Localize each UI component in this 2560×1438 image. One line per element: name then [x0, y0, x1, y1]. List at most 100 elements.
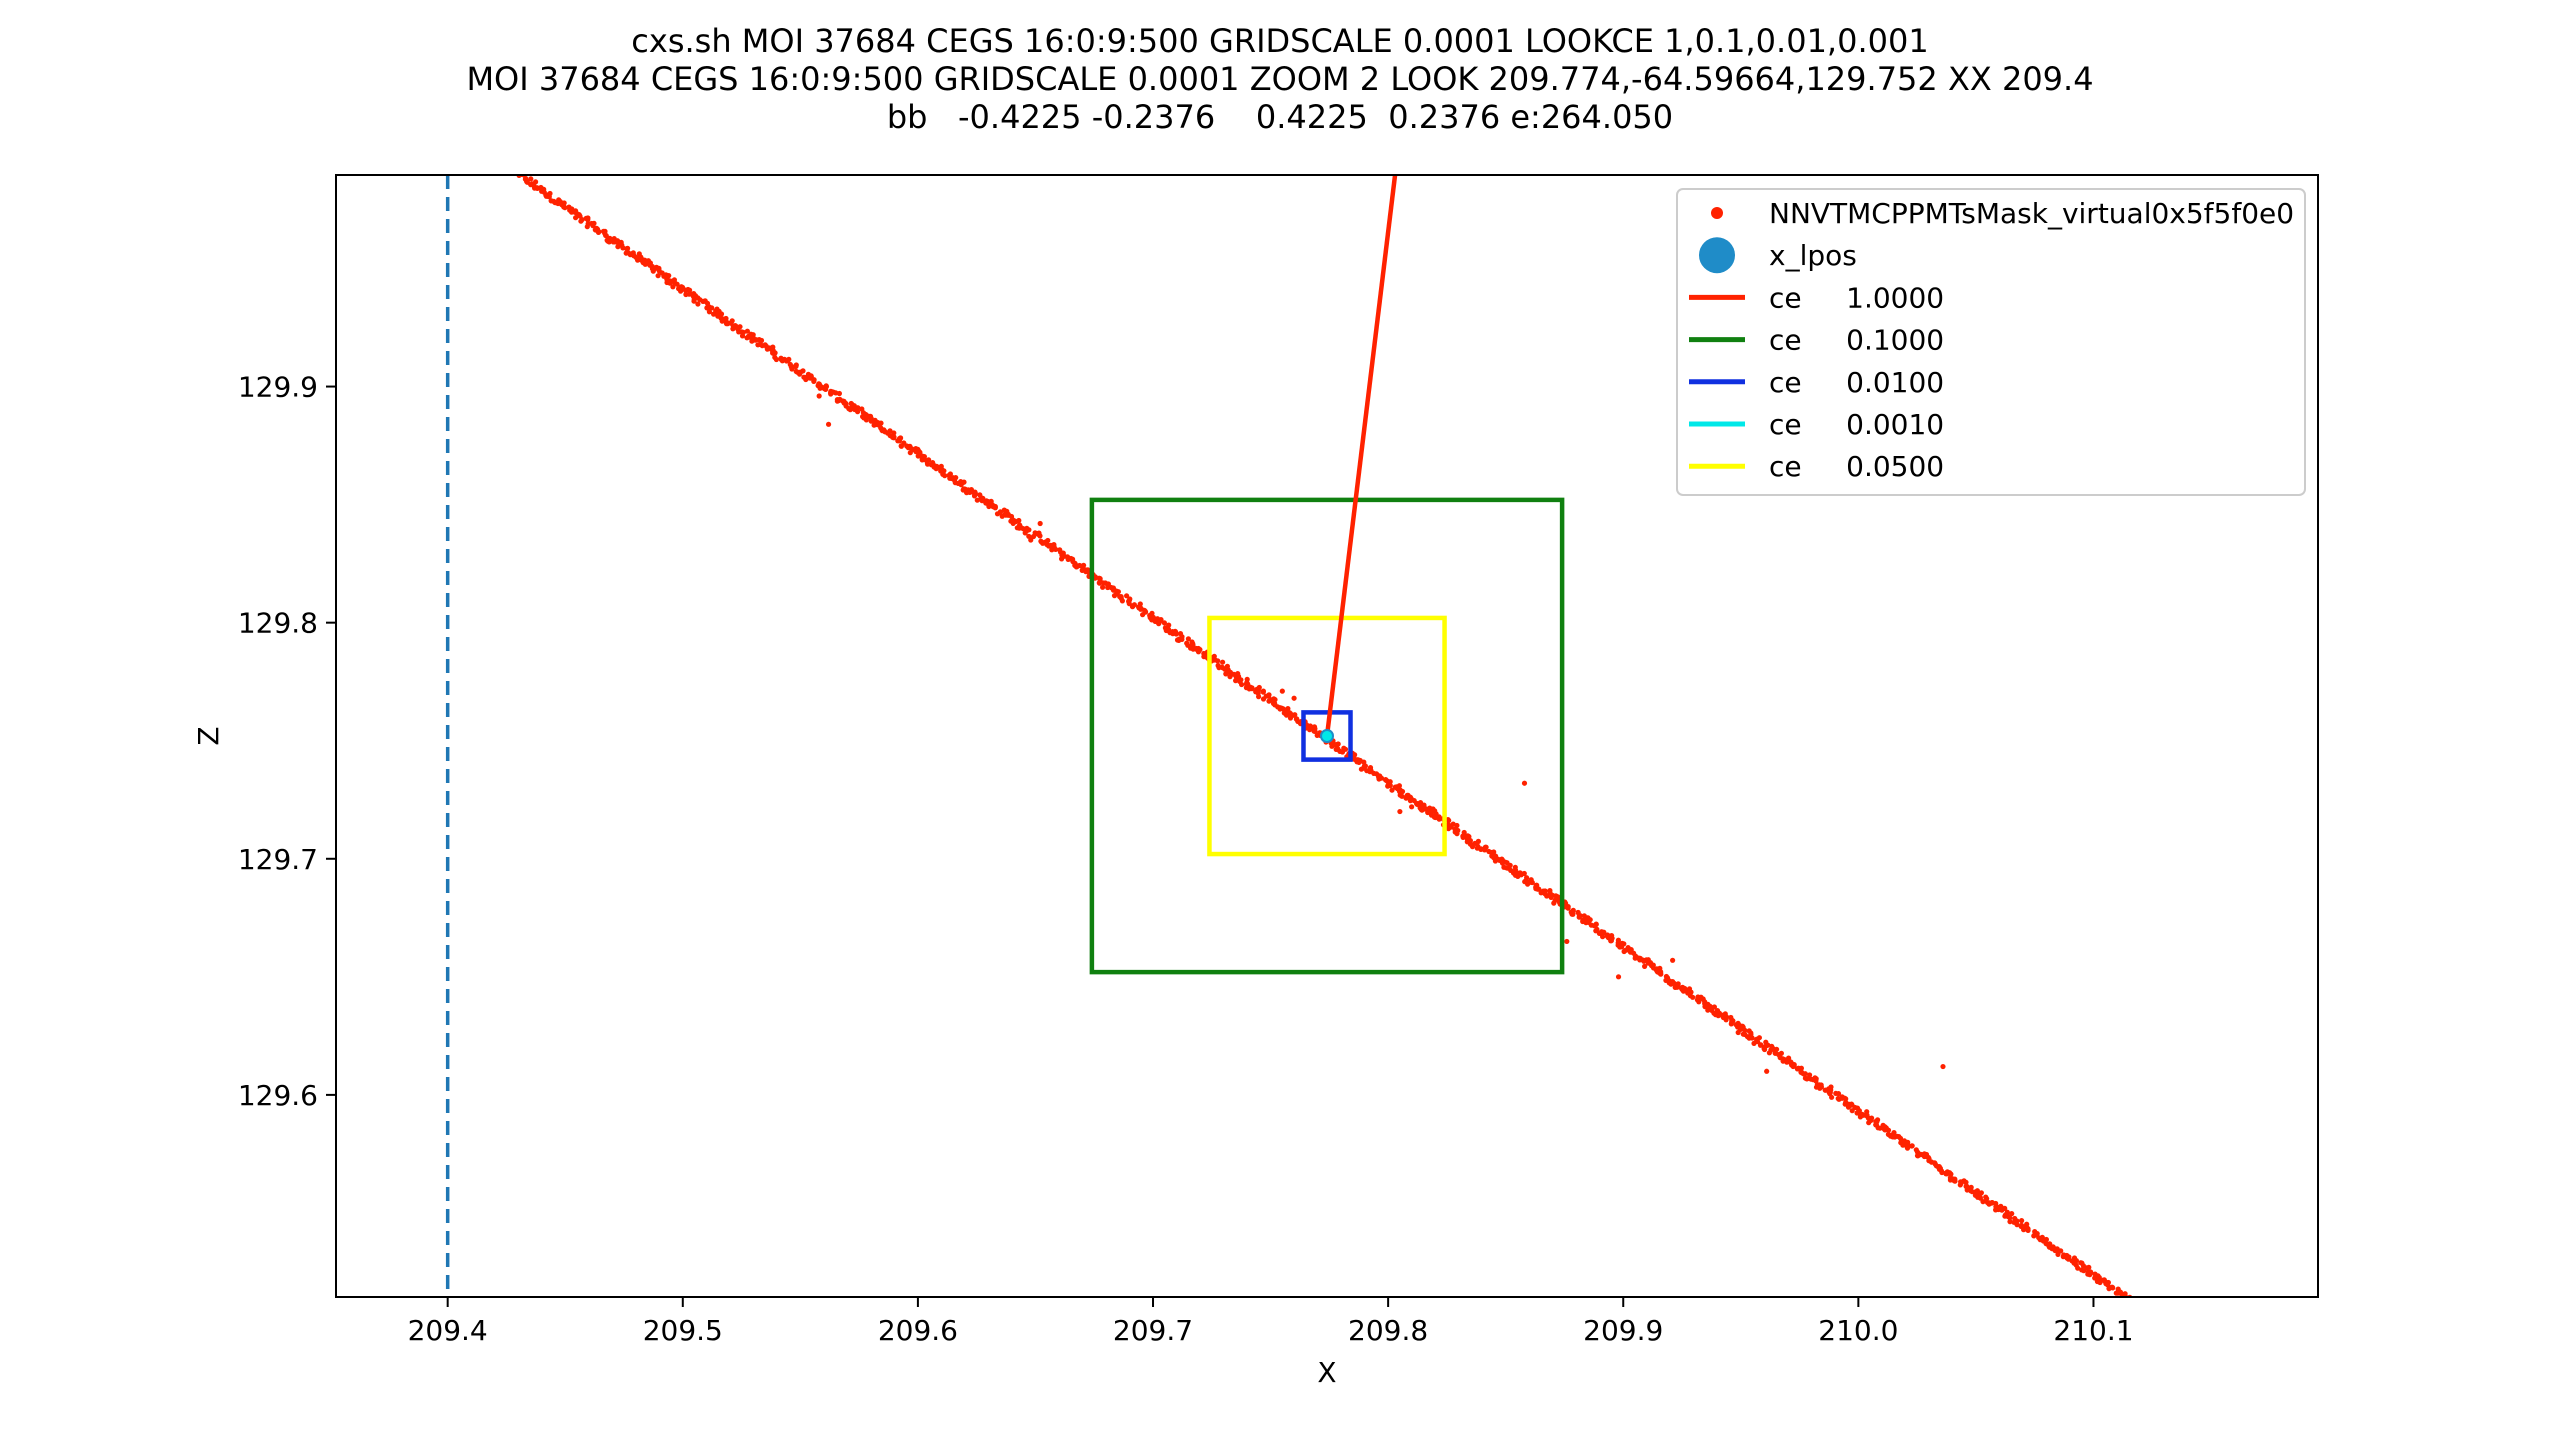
scatter-point: [762, 342, 768, 348]
scatter-point: [1723, 1017, 1729, 1023]
legend-box: [1676, 188, 2306, 496]
scatter-point: [1383, 777, 1389, 783]
scatter-point: [596, 229, 602, 235]
scatter-point: [1570, 911, 1576, 917]
scatter-point: [941, 468, 947, 474]
scatter-point: [779, 358, 786, 364]
scatter-point: [2118, 1291, 2124, 1297]
scatter-point: [674, 281, 680, 287]
scatter-point: [571, 209, 578, 215]
scatter-point: [591, 220, 597, 226]
scatter-point: [934, 464, 940, 470]
legend-label: ce 0.0500: [1769, 450, 1944, 483]
scatter-point: [1408, 796, 1414, 802]
scatter-point: [719, 318, 725, 324]
scatter-point: [1591, 923, 1597, 929]
scatter-point: [1958, 1179, 1964, 1185]
scatter-point: [1565, 905, 1571, 911]
scatter-point: [1312, 728, 1318, 735]
scatter-point: [562, 205, 568, 211]
scatter-point: [1185, 636, 1191, 642]
scatter-point: [772, 350, 778, 356]
scatter-point: [992, 505, 998, 511]
scatter-point: [1387, 782, 1393, 789]
scatter-point: [1333, 742, 1339, 748]
scatter-point: [1544, 893, 1550, 899]
scatter-point: [1026, 527, 1032, 533]
y-axis-label: Z: [192, 726, 225, 745]
scatter-point: [739, 333, 746, 339]
scatter-point: [1828, 1087, 1834, 1093]
scatter-point: [1399, 788, 1406, 795]
scatter-point-stray: [1764, 1068, 1770, 1074]
scatter-point: [2014, 1222, 2020, 1228]
scatter-point: [1642, 963, 1648, 970]
scatter-point: [1963, 1179, 1969, 1185]
scatter-point: [533, 179, 539, 185]
scatter-point: [711, 311, 717, 317]
scatter-point: [1097, 580, 1103, 586]
scatter-point: [1053, 546, 1059, 553]
scatter-point: [691, 298, 697, 304]
scatter-point: [1640, 957, 1646, 963]
y-tick-label: 129.9: [238, 371, 318, 404]
legend-label: NNVTMCPPMTsMask_virtual0x5f5f0e0: [1769, 197, 2294, 230]
scatter-point: [1256, 694, 1262, 700]
scatter-point: [891, 430, 897, 436]
scatter-point: [2088, 1270, 2094, 1276]
scatter-point: [1100, 584, 1106, 590]
scatter-point: [2058, 1248, 2064, 1254]
scatter-point-stray: [816, 393, 822, 399]
scatter-point: [1461, 829, 1467, 836]
scatter-point: [1233, 678, 1239, 684]
legend-marker-points: [1711, 207, 1723, 219]
scatter-point: [1885, 1127, 1892, 1133]
scatter-point: [723, 315, 729, 322]
scatter-point: [2113, 1290, 2119, 1296]
scatter-point: [1728, 1021, 1734, 1027]
scatter-point: [1399, 793, 1405, 799]
scatter-point-stray: [1397, 808, 1403, 815]
scatter-point: [1864, 1112, 1870, 1118]
scatter-point: [1980, 1199, 1986, 1205]
scatter-point: [1448, 824, 1454, 830]
scatter-point: [1237, 678, 1243, 684]
scatter-point: [1798, 1065, 1804, 1071]
scatter-point: [2007, 1219, 2013, 1225]
scatter-point: [2066, 1254, 2072, 1260]
x-tick-label: 209.9: [1583, 1314, 1663, 1347]
legend-label: ce 0.1000: [1769, 324, 1944, 357]
scatter-point: [1690, 994, 1696, 1000]
scatter-point: [1215, 658, 1221, 664]
x-axis-label: X: [1317, 1356, 1336, 1389]
scatter-point: [953, 475, 959, 481]
scatter-point: [1687, 990, 1693, 996]
scatter-point: [518, 169, 523, 174]
scatter-point: [1983, 1194, 1989, 1200]
scatter-point: [1939, 1169, 1945, 1176]
scatter-point-stray: [825, 421, 832, 427]
scatter-point: [1904, 1145, 1911, 1151]
scatter-point: [792, 363, 799, 369]
scatter-point: [1619, 944, 1625, 950]
scatter-point: [1161, 620, 1167, 626]
scatter-point: [541, 186, 547, 192]
scatter-point: [1045, 537, 1051, 544]
scatter-point: [1433, 811, 1439, 817]
scatter-point: [773, 356, 780, 363]
x-lpos-point: [1320, 729, 1334, 743]
scatter-point: [695, 301, 701, 307]
scatter-point: [803, 376, 809, 383]
chart-title-line-3: bb -0.4225 -0.2376 0.4225 0.2376 e:264.0…: [886, 98, 1674, 136]
scatter-point: [907, 450, 913, 456]
scatter-point: [961, 479, 967, 485]
scatter-point: [1632, 953, 1639, 959]
scatter-point: [898, 435, 904, 441]
scatter-point: [1074, 563, 1080, 570]
scatter-point: [1892, 1134, 1898, 1140]
x-tick-label: 210.1: [2053, 1314, 2133, 1347]
scatter-point: [1469, 844, 1476, 850]
scatter-point: [898, 443, 905, 449]
scatter-point: [1166, 622, 1172, 628]
scatter-point: [748, 331, 754, 337]
